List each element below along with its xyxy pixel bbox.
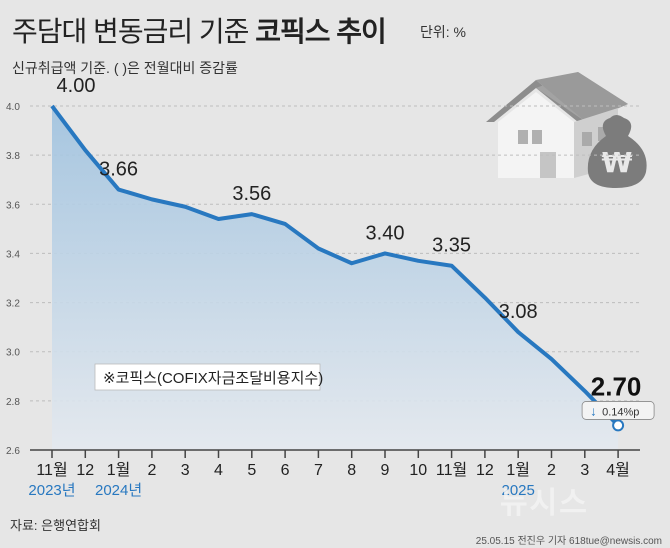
change-label: 0.14%p — [602, 406, 639, 418]
x-tick-label: 5 — [247, 462, 256, 479]
data-point — [612, 419, 625, 432]
data-label: 4.00 — [57, 75, 96, 97]
y-tick-label: 2.8 — [6, 397, 20, 408]
x-tick-label: 4월 — [606, 461, 630, 479]
y-tick-label: 3.6 — [6, 200, 20, 211]
source-text: 자료: 은행연합회 — [10, 518, 101, 533]
x-tick-label: 4 — [214, 462, 223, 479]
y-tick-label: 2.6 — [6, 446, 20, 457]
year-label: 2024년 — [95, 482, 142, 499]
y-tick-label: 4.0 — [6, 102, 20, 113]
y-tick-label: 3.4 — [6, 249, 20, 260]
house-money-illustration: ₩ — [486, 72, 647, 188]
data-label: 3.56 — [232, 183, 271, 205]
title-bold: 코픽스 추이 — [255, 16, 387, 47]
legend-text: ※코픽스(COFIX자금조달비용지수) — [103, 370, 323, 387]
x-tick-label: 1월 — [107, 461, 131, 479]
x-tick-label: 2 — [547, 462, 556, 479]
data-label: 3.66 — [99, 159, 138, 181]
x-tick-label: 11월 — [436, 461, 467, 479]
legend-box — [94, 363, 321, 391]
chart-title: 주담대 변동금리 기준 코픽스 추이 — [12, 10, 387, 50]
watermark-text: 뉴시스 — [500, 487, 589, 520]
x-tick-label: 10 — [409, 462, 427, 479]
down-arrow-icon: ↓ — [590, 403, 597, 418]
x-tick-label: 3 — [181, 462, 190, 479]
data-label: 3.08 — [499, 301, 538, 323]
x-tick-label: 12 — [476, 462, 494, 479]
y-tick-label: 3.0 — [6, 348, 20, 359]
unit-label: 단위: % — [420, 24, 466, 40]
y-tick-label: 3.8 — [6, 151, 20, 162]
data-label: 3.40 — [366, 222, 405, 244]
x-tick-label: 6 — [281, 462, 290, 479]
subtitle: 신규취급액 기준. ( )은 전월대비 증감률 — [12, 60, 238, 76]
x-tick-label: 1월 — [506, 461, 530, 479]
x-tick-label: 3 — [580, 462, 589, 479]
data-label: 3.35 — [432, 235, 471, 257]
credit-text: 25.05.15 전진우 기자 618tue@newsis.com — [475, 536, 662, 547]
x-tick-label: 8 — [347, 462, 356, 479]
series-line — [50, 104, 620, 427]
last-value-label: 2.70 — [591, 371, 642, 401]
title-regular: 주담대 변동금리 기준 — [12, 16, 249, 47]
year-label: 2023년 — [28, 482, 75, 499]
x-tick-label: 7 — [314, 462, 323, 479]
svg-text:₩: ₩ — [602, 146, 633, 179]
x-tick-label: 12 — [76, 462, 94, 479]
y-tick-label: 3.2 — [6, 299, 20, 310]
x-tick-label: 2 — [147, 462, 156, 479]
x-tick-label: 11월 — [36, 461, 67, 479]
x-tick-label: 9 — [381, 462, 390, 479]
year-label: 2025 — [502, 482, 535, 499]
change-badge — [581, 401, 655, 420]
